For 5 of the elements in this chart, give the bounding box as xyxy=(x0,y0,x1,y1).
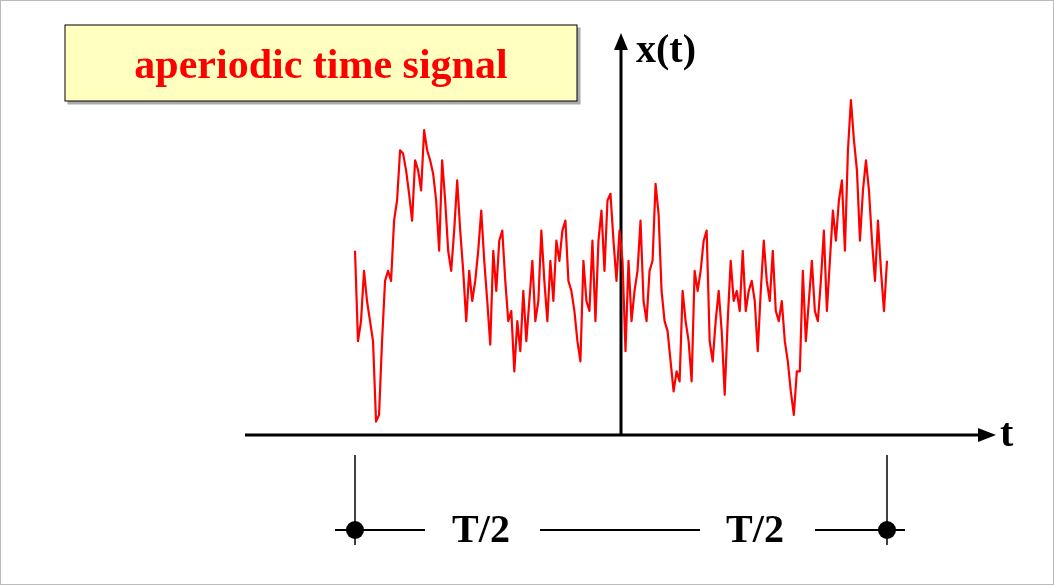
text: T/2 xyxy=(452,506,510,551)
text: T/2 xyxy=(726,506,784,551)
x-axis-title: t xyxy=(1000,410,1014,455)
y-axis-title: x(t) xyxy=(636,26,696,71)
chart-title: aperiodic time signal xyxy=(134,41,508,87)
